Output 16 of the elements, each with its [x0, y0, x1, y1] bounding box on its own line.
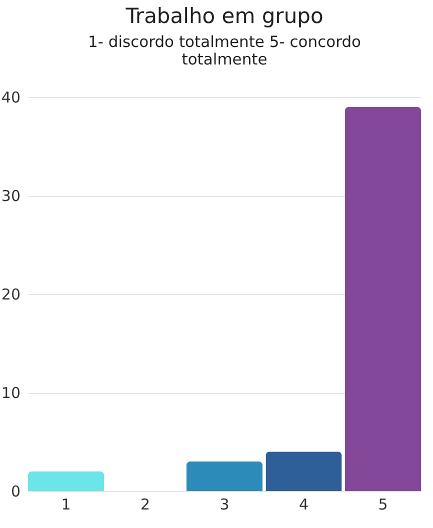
x-tick-label: 5 [378, 496, 388, 514]
y-tick-label: 30 [1, 187, 20, 205]
y-tick-label: 40 [1, 88, 20, 106]
chart-subtitle: 1- discordo totalmente 5- concordo totalmente [88, 33, 362, 68]
chart-title: Trabalho em grupo [124, 4, 324, 28]
x-tick-label: 3 [220, 496, 230, 514]
x-tick-label: 2 [140, 496, 150, 514]
y-tick-label: 20 [1, 286, 20, 304]
y-tick-label: 10 [1, 384, 20, 402]
x-tick-label: 4 [298, 496, 309, 514]
bar [186, 461, 263, 491]
bar [344, 106, 421, 491]
y-tick-label: 0 [10, 482, 20, 500]
x-tick-label: 1 [61, 496, 71, 514]
bar [266, 452, 342, 491]
bar [28, 471, 104, 491]
